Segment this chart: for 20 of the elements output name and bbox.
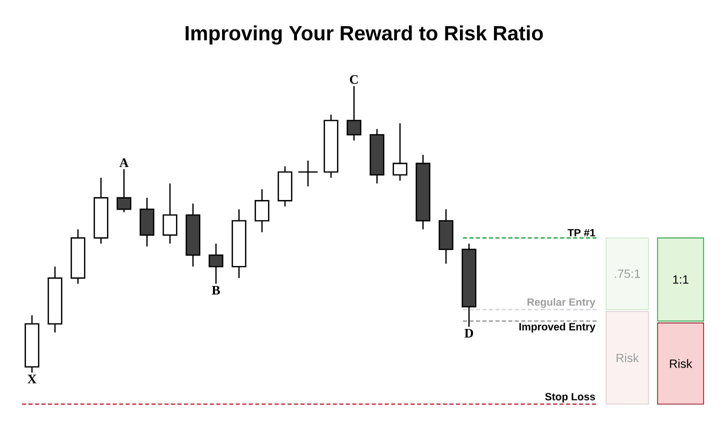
- candlestick: [208, 243, 224, 284]
- chart-title: Improving Your Reward to Risk Ratio: [186, 25, 543, 45]
- candlestick: [392, 122, 408, 182]
- text: Risk: [670, 359, 692, 368]
- annotation: B: [212, 286, 220, 294]
- ref-line-label: Improved Entry: [519, 322, 596, 332]
- candlestick: [116, 168, 132, 213]
- text: Risk: [616, 353, 639, 362]
- text: 1:1: [673, 275, 688, 284]
- ref-line-label: Regular Entry: [528, 298, 596, 308]
- candlestick: [346, 85, 362, 142]
- candlestick: [162, 182, 178, 244]
- text: C: [350, 75, 358, 84]
- ref-line-label: Stop Loss: [545, 392, 596, 402]
- text: .75:1: [615, 270, 640, 278]
- ref-line-label: TP #1: [568, 229, 596, 236]
- annotation: D: [464, 328, 474, 338]
- candlestick: [254, 188, 270, 233]
- annotation: A: [119, 158, 129, 167]
- text: X: [28, 374, 36, 384]
